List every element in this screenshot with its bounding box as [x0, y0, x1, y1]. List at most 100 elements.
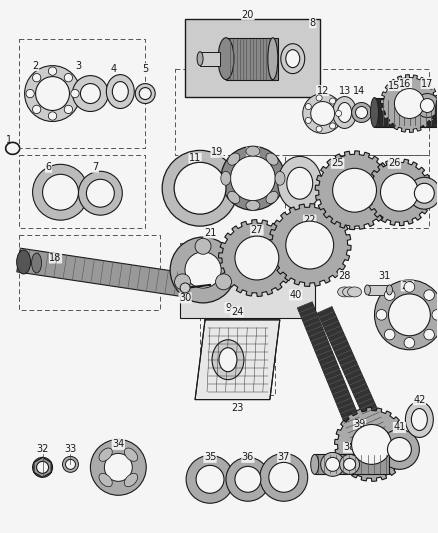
- Ellipse shape: [124, 473, 138, 487]
- Circle shape: [376, 310, 387, 320]
- Ellipse shape: [278, 156, 321, 210]
- Ellipse shape: [406, 401, 433, 438]
- Text: 1: 1: [6, 135, 12, 146]
- Circle shape: [311, 101, 335, 125]
- Ellipse shape: [343, 287, 357, 297]
- Circle shape: [32, 74, 41, 82]
- Circle shape: [321, 453, 345, 477]
- Bar: [185, 19, 320, 96]
- Ellipse shape: [411, 409, 427, 431]
- Ellipse shape: [311, 455, 319, 474]
- Circle shape: [185, 252, 221, 288]
- Circle shape: [343, 458, 356, 470]
- Circle shape: [37, 462, 49, 473]
- Text: 41: 41: [393, 423, 406, 432]
- Circle shape: [64, 105, 73, 114]
- Text: 37: 37: [278, 453, 290, 463]
- Text: 36: 36: [242, 453, 254, 463]
- Ellipse shape: [246, 146, 260, 156]
- Ellipse shape: [106, 75, 134, 109]
- Ellipse shape: [112, 82, 128, 101]
- Text: 17: 17: [421, 78, 434, 88]
- Ellipse shape: [338, 102, 352, 123]
- Ellipse shape: [221, 171, 231, 185]
- Circle shape: [339, 455, 360, 474]
- Circle shape: [170, 237, 236, 303]
- Circle shape: [175, 274, 191, 290]
- Text: 11: 11: [189, 154, 201, 163]
- Text: 12: 12: [317, 86, 329, 95]
- Ellipse shape: [99, 448, 112, 462]
- Circle shape: [71, 90, 79, 98]
- Text: 2: 2: [32, 61, 39, 71]
- Ellipse shape: [266, 153, 278, 165]
- Circle shape: [395, 88, 424, 118]
- Bar: [226, 38, 278, 79]
- Text: 22: 22: [304, 215, 316, 225]
- Text: 7: 7: [92, 163, 99, 172]
- Circle shape: [408, 177, 438, 209]
- Ellipse shape: [228, 191, 240, 204]
- Ellipse shape: [348, 287, 361, 297]
- Text: 6: 6: [46, 163, 52, 172]
- Circle shape: [26, 90, 34, 98]
- Circle shape: [221, 147, 285, 210]
- Circle shape: [432, 310, 438, 320]
- Circle shape: [385, 290, 395, 301]
- Ellipse shape: [281, 44, 305, 74]
- Text: 14: 14: [353, 86, 366, 95]
- Text: 24: 24: [231, 307, 243, 317]
- Circle shape: [186, 455, 234, 503]
- Circle shape: [48, 112, 57, 120]
- Circle shape: [90, 439, 146, 495]
- Text: 20: 20: [242, 10, 254, 20]
- Circle shape: [356, 107, 367, 118]
- Circle shape: [25, 66, 81, 122]
- Circle shape: [424, 290, 434, 301]
- Circle shape: [135, 84, 155, 103]
- Bar: [314, 455, 389, 474]
- Text: 27: 27: [251, 225, 263, 235]
- Circle shape: [35, 77, 70, 110]
- Ellipse shape: [338, 287, 352, 297]
- Ellipse shape: [228, 153, 240, 165]
- Ellipse shape: [435, 98, 438, 127]
- Text: 16: 16: [399, 78, 412, 88]
- Text: 21: 21: [204, 228, 216, 238]
- Text: 35: 35: [204, 453, 216, 463]
- Text: 19: 19: [211, 147, 223, 157]
- Circle shape: [286, 221, 334, 269]
- Circle shape: [269, 462, 299, 492]
- Circle shape: [32, 457, 53, 478]
- Circle shape: [48, 67, 57, 75]
- Circle shape: [139, 87, 151, 100]
- Circle shape: [424, 329, 434, 340]
- Circle shape: [72, 76, 108, 111]
- Text: 23: 23: [231, 402, 243, 413]
- Ellipse shape: [332, 96, 357, 128]
- Text: 33: 33: [64, 445, 77, 455]
- Ellipse shape: [386, 285, 392, 295]
- Text: 29: 29: [401, 281, 413, 291]
- Circle shape: [305, 117, 311, 124]
- Polygon shape: [297, 302, 367, 442]
- Text: 32: 32: [36, 445, 49, 455]
- Text: 26: 26: [388, 158, 401, 168]
- Circle shape: [195, 238, 211, 254]
- Circle shape: [226, 457, 270, 501]
- Ellipse shape: [364, 285, 371, 295]
- Text: 39: 39: [353, 419, 366, 430]
- Circle shape: [81, 84, 100, 103]
- Ellipse shape: [212, 340, 244, 379]
- Text: 10: 10: [247, 147, 259, 157]
- Text: 4: 4: [110, 63, 117, 74]
- Ellipse shape: [197, 52, 203, 66]
- Text: 13: 13: [339, 86, 351, 95]
- Circle shape: [196, 465, 224, 493]
- Circle shape: [63, 456, 78, 472]
- Text: 3: 3: [75, 61, 81, 71]
- Text: 25: 25: [332, 158, 344, 168]
- Ellipse shape: [17, 250, 31, 274]
- Text: 38: 38: [343, 442, 356, 453]
- Ellipse shape: [266, 191, 278, 204]
